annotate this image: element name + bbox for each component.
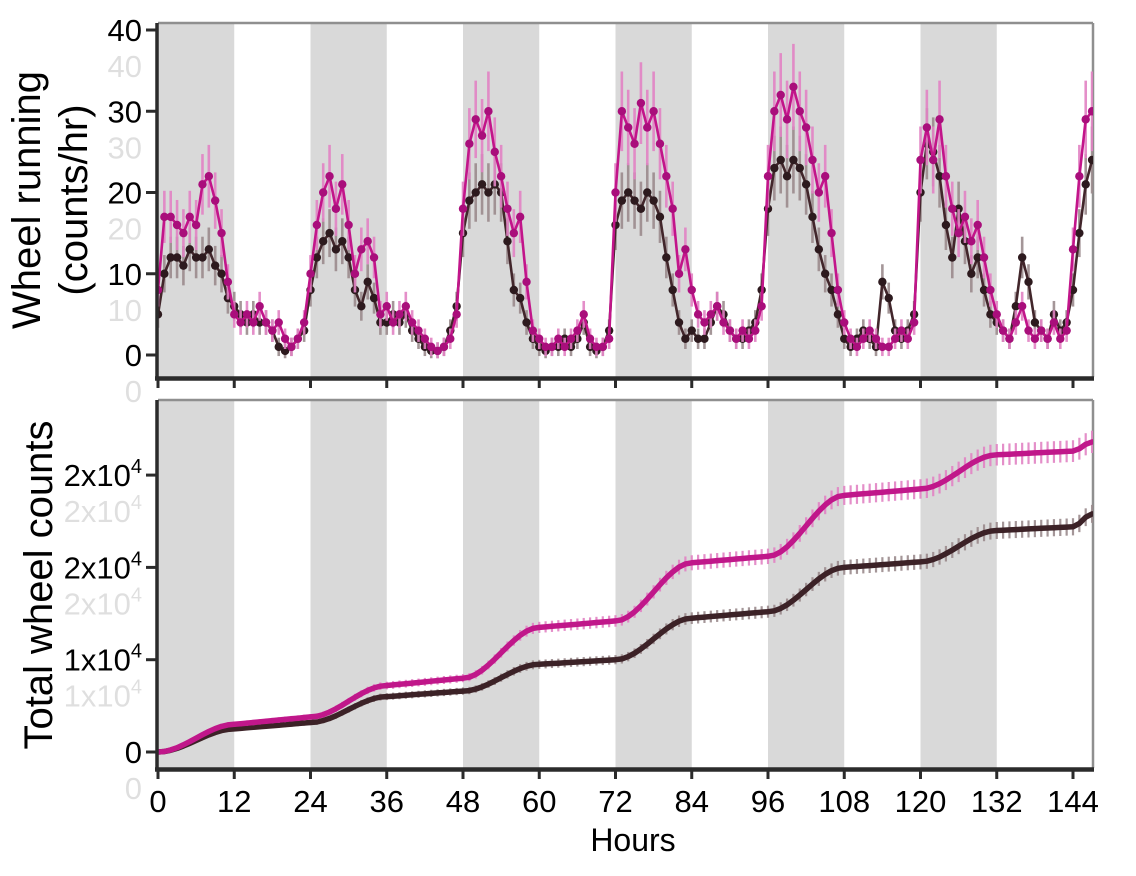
wheel-running-ytick-label-2: 20 xyxy=(108,176,142,211)
xtick-label-24: 24 xyxy=(293,784,327,819)
xtick-label-108: 108 xyxy=(818,784,870,819)
dark-phase-band-2 xyxy=(463,400,540,768)
xtick-label-12: 12 xyxy=(217,784,251,819)
xtick-label-72: 72 xyxy=(598,784,632,819)
wheel-running-ytick-ghost-2: 20 xyxy=(108,212,142,247)
xtick-label-48: 48 xyxy=(446,784,480,819)
bottom-y-axis-title: Total wheel counts xyxy=(17,420,61,750)
total-wheel-counts-ytick-ghost-2: 2x104 xyxy=(64,584,142,621)
xtick-label-120: 120 xyxy=(895,784,947,819)
wheel-running-ytick-label-0: 0 xyxy=(125,338,142,373)
total-wheel-counts-ytick-label-3: 2x104 xyxy=(64,456,142,493)
xtick-label-144: 144 xyxy=(1047,784,1099,819)
wheel-running-magenta-series xyxy=(158,43,1093,359)
total-wheel-counts-ytick-ghost-3: 2x104 xyxy=(64,492,142,529)
dark-phase-band-0 xyxy=(158,400,235,768)
magenta-series-markers xyxy=(158,82,1093,356)
total-wheel-counts-ytick-ghost-0: 0 xyxy=(125,771,142,806)
wheel-running-ytick-ghost-1: 10 xyxy=(108,293,142,328)
top-y-axis-title-line1: Wheel running xyxy=(5,71,49,329)
x-axis-title: Hours xyxy=(590,822,676,858)
total-wheel-counts-ytick-label-0: 0 xyxy=(125,735,142,770)
wheel-running-ytick-label-4: 40 xyxy=(108,13,142,48)
xtick-label-132: 132 xyxy=(971,784,1023,819)
xtick-label-0: 0 xyxy=(149,784,166,819)
dark-brown-series-line xyxy=(158,511,1093,755)
wheel-running-ytick-label-1: 10 xyxy=(108,257,142,292)
xtick-label-60: 60 xyxy=(522,784,556,819)
wheel-running-ytick-ghost-4: 40 xyxy=(108,49,142,84)
dark-phase-band-3 xyxy=(615,400,692,768)
total-wheel-counts-ytick-label-2: 2x104 xyxy=(64,548,142,585)
xtick-label-84: 84 xyxy=(675,784,709,819)
total-wheel-counts-plot-area xyxy=(158,430,1093,755)
total-wheel-counts-ytick-label-1: 1x104 xyxy=(64,641,142,678)
total-wheel-counts-ytick-ghost-1: 1x104 xyxy=(64,677,142,714)
top-y-axis-title-line2: (counts/hr) xyxy=(52,104,96,296)
top-y-axis-title: Wheel running (counts/hr) xyxy=(4,0,100,410)
xtick-label-96: 96 xyxy=(751,784,785,819)
wheel-running-ytick-label-3: 30 xyxy=(108,94,142,129)
magenta-series-line xyxy=(158,85,1093,353)
total-wheel-counts-dark-phase-bands xyxy=(158,400,997,768)
wheel-running-ytick-ghost-3: 30 xyxy=(108,130,142,165)
total-wheel-counts-magenta-series xyxy=(158,430,1093,755)
total-wheel-counts-dark-brown-series xyxy=(158,504,1093,755)
wheel-running-plot-area xyxy=(158,43,1093,359)
xtick-label-36: 36 xyxy=(370,784,404,819)
wheel-running-ytick-ghost-0: 0 xyxy=(125,374,142,409)
magenta-series-line xyxy=(158,439,1093,755)
